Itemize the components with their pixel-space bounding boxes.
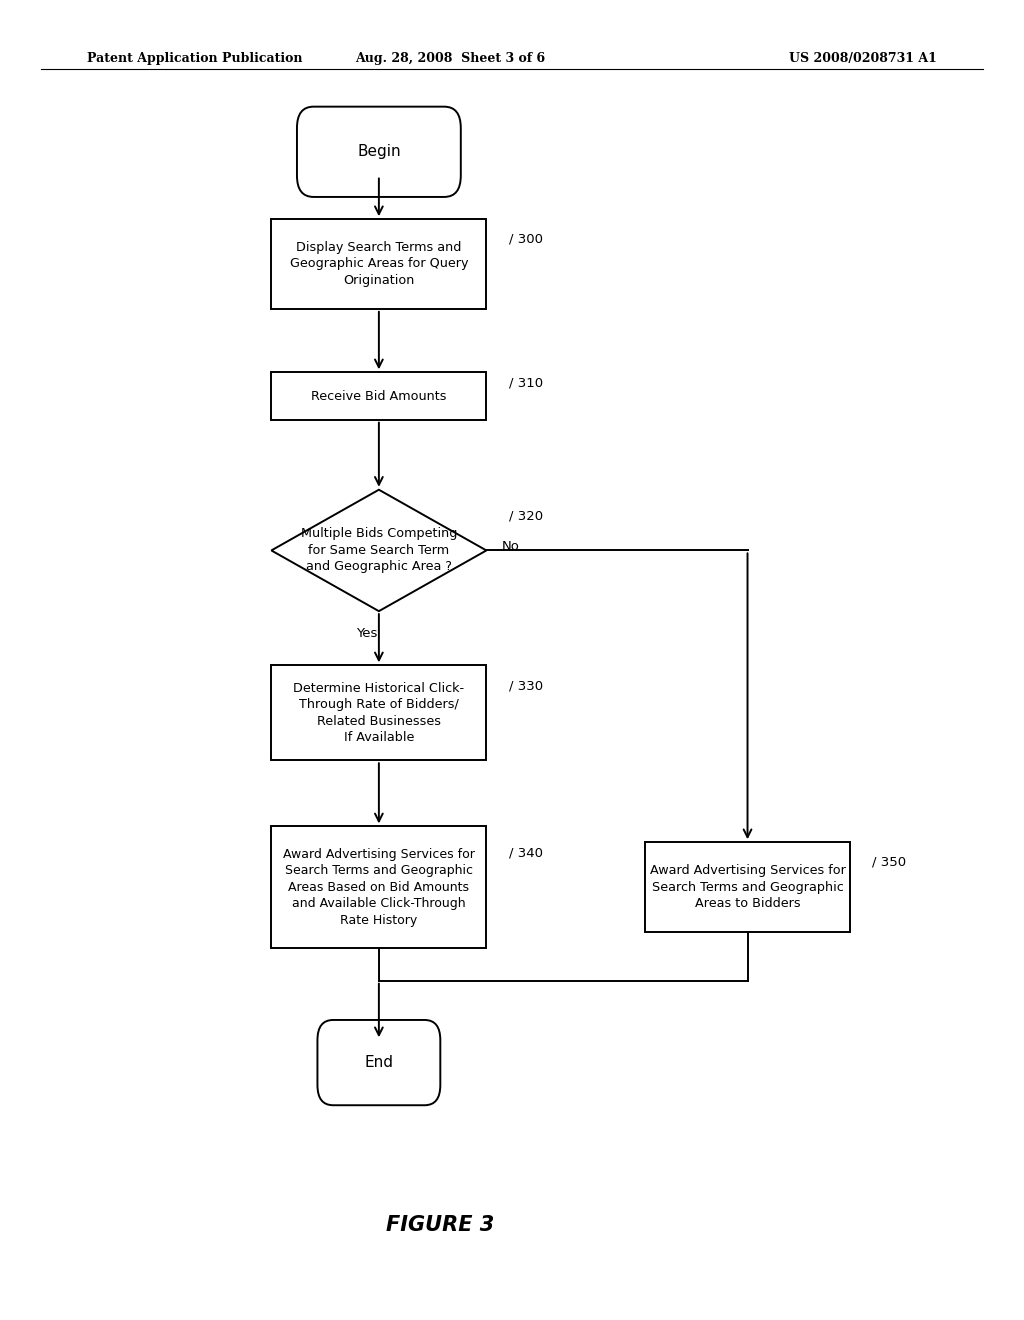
Text: / 350: / 350: [872, 855, 906, 869]
Text: / 320: / 320: [509, 510, 543, 523]
Text: Receive Bid Amounts: Receive Bid Amounts: [311, 389, 446, 403]
Bar: [645, 842, 850, 932]
Polygon shape: [271, 490, 486, 611]
Bar: [271, 219, 486, 309]
Text: / 310: / 310: [509, 376, 543, 389]
Text: US 2008/0208731 A1: US 2008/0208731 A1: [790, 51, 937, 65]
Bar: [271, 665, 486, 760]
Text: No: No: [502, 540, 519, 553]
Text: Multiple Bids Competing
for Same Search Term
and Geographic Area ?: Multiple Bids Competing for Same Search …: [301, 528, 457, 573]
Text: FIGURE 3: FIGURE 3: [386, 1214, 495, 1236]
Text: / 340: / 340: [509, 846, 543, 859]
FancyBboxPatch shape: [297, 107, 461, 197]
Text: Begin: Begin: [357, 144, 400, 160]
Bar: [271, 372, 486, 420]
Text: Award Advertising Services for
Search Terms and Geographic
Areas to Bidders: Award Advertising Services for Search Te…: [649, 865, 846, 909]
Text: / 300: / 300: [509, 232, 543, 246]
Text: End: End: [365, 1055, 393, 1071]
Text: / 330: / 330: [509, 680, 543, 693]
FancyBboxPatch shape: [317, 1020, 440, 1105]
Text: Patent Application Publication: Patent Application Publication: [87, 51, 302, 65]
Text: Determine Historical Click-
Through Rate of Bidders/
Related Businesses
If Avail: Determine Historical Click- Through Rate…: [293, 681, 465, 744]
Bar: [271, 826, 486, 948]
Text: Award Advertising Services for
Search Terms and Geographic
Areas Based on Bid Am: Award Advertising Services for Search Te…: [283, 847, 475, 927]
Text: Aug. 28, 2008  Sheet 3 of 6: Aug. 28, 2008 Sheet 3 of 6: [355, 51, 546, 65]
Text: Yes: Yes: [356, 627, 377, 640]
Text: Display Search Terms and
Geographic Areas for Query
Origination: Display Search Terms and Geographic Area…: [290, 242, 468, 286]
